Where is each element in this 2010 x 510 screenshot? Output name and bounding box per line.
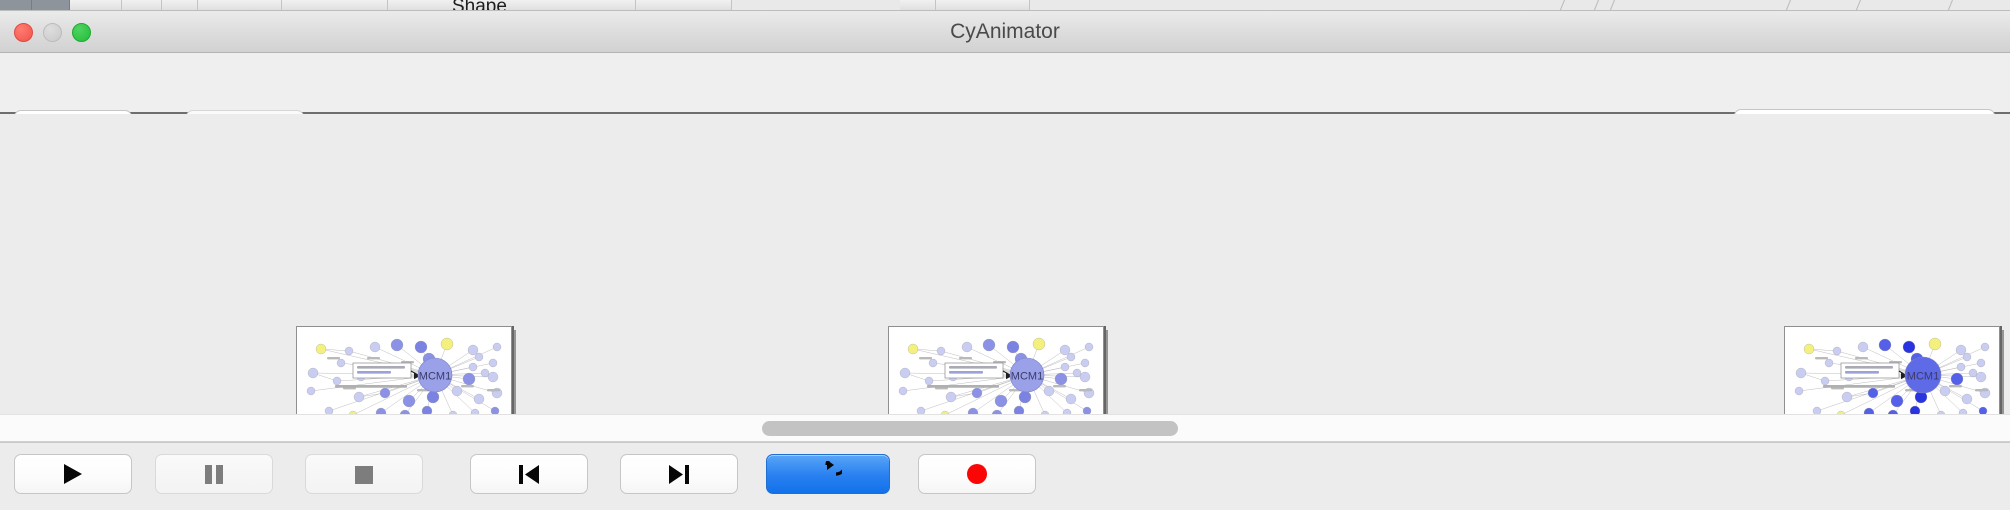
timeline-frame-thumbnail[interactable]: MCM1 bbox=[1784, 326, 2000, 414]
frame-time-marker bbox=[512, 326, 514, 414]
background-shape-label: Shape bbox=[452, 0, 507, 11]
background-diagonal-line bbox=[1946, 0, 1953, 10]
title-bar: CyAnimator bbox=[0, 11, 2010, 53]
background-toolbar-chunk bbox=[198, 0, 282, 10]
skip-back-icon bbox=[516, 462, 542, 486]
timeline-frame-thumbnail[interactable]: MCM1 bbox=[296, 326, 512, 414]
record-button[interactable] bbox=[918, 454, 1036, 494]
maximize-window-button[interactable] bbox=[72, 23, 91, 42]
svg-text:MCM1: MCM1 bbox=[1011, 371, 1043, 383]
loop-button[interactable] bbox=[766, 454, 890, 494]
playback-bar: Animation Speed: bbox=[0, 442, 2010, 510]
background-toolbar-chunk bbox=[462, 0, 636, 10]
svg-text:MCM1: MCM1 bbox=[419, 371, 451, 383]
background-toolbar-chunk bbox=[0, 0, 32, 10]
frame-time-marker bbox=[1104, 326, 1106, 414]
background-toolbar-chunk bbox=[32, 0, 70, 10]
frame-time-marker bbox=[2000, 326, 2002, 414]
background-diagonal-line bbox=[1854, 0, 1861, 10]
stop-button[interactable] bbox=[305, 454, 423, 494]
background-diagonal-line bbox=[1592, 0, 1599, 10]
background-toolbar-chunk bbox=[636, 0, 732, 10]
background-diagonal-line bbox=[1784, 0, 1791, 10]
timeline-frame-thumbnail[interactable]: MCM1 bbox=[888, 326, 1104, 414]
timeline-scrollbar-thumb[interactable] bbox=[762, 421, 1178, 436]
window-controls bbox=[14, 23, 91, 42]
close-window-button[interactable] bbox=[14, 23, 33, 42]
frame-toolbar: Clear All Frames bbox=[0, 53, 2010, 149]
pause-button[interactable] bbox=[155, 454, 273, 494]
background-diagonal-line bbox=[1558, 0, 1565, 10]
window-title: CyAnimator bbox=[950, 20, 1060, 43]
skip-to-end-button[interactable] bbox=[620, 454, 738, 494]
timeline-scrollbar[interactable] bbox=[0, 414, 2010, 442]
stop-icon bbox=[352, 462, 376, 486]
minimize-window-button[interactable] bbox=[43, 23, 62, 42]
background-toolbar-chunk bbox=[122, 0, 162, 10]
background-toolbar-chunk bbox=[388, 0, 462, 10]
background-toolbar-chunk bbox=[282, 0, 388, 10]
play-button[interactable] bbox=[14, 454, 132, 494]
background-toolbar-chunk bbox=[70, 0, 122, 10]
background-toolbar-chunk bbox=[936, 0, 1030, 10]
pause-icon bbox=[202, 462, 226, 486]
background-diagonal-line bbox=[1608, 0, 1615, 10]
background-window-strip: Shape bbox=[0, 0, 2010, 11]
background-toolbar-chunk bbox=[900, 0, 936, 10]
play-icon bbox=[60, 462, 86, 486]
skip-to-start-button[interactable] bbox=[470, 454, 588, 494]
loop-icon bbox=[814, 461, 842, 487]
svg-text:MCM1: MCM1 bbox=[1907, 371, 1939, 383]
record-icon bbox=[965, 462, 989, 486]
timeline-panel[interactable]: MCM1 MCM1 MCM1 2131415161718 Seconds bbox=[0, 114, 2010, 414]
background-toolbar-chunk bbox=[162, 0, 198, 10]
skip-forward-icon bbox=[666, 462, 692, 486]
